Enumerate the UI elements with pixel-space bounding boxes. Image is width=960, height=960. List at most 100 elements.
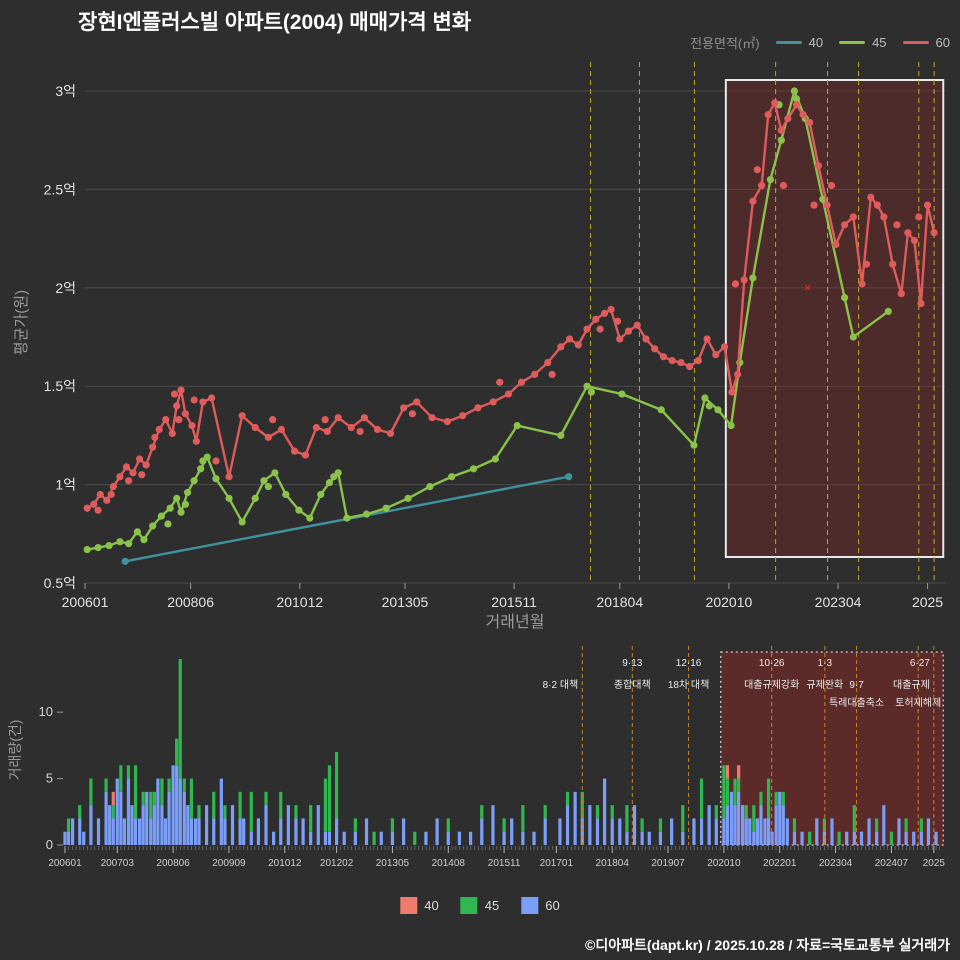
data-point-60 <box>107 490 115 499</box>
volume-x-tick-label: 201511 <box>488 858 521 869</box>
volume-x-tick-label: 201305 <box>376 858 410 869</box>
data-point-60 <box>827 181 836 190</box>
data-point-60 <box>301 451 310 459</box>
x-tick-label: 200806 <box>167 594 214 610</box>
volume-bar <box>286 805 290 845</box>
volume-bar <box>707 805 711 845</box>
data-point-60 <box>712 351 720 359</box>
volume-bar <box>595 818 600 845</box>
data-point-45 <box>714 406 722 414</box>
volume-bar <box>119 791 123 845</box>
data-point-60 <box>858 280 866 288</box>
main-price-chart: 0.5억 1억 1.5억 2억 2.5억 3억 200601 200806 201012 2013… <box>13 62 945 631</box>
volume-bar <box>558 818 562 845</box>
data-point-60 <box>321 416 329 424</box>
data-point-60 <box>129 469 137 477</box>
volume-bar <box>182 791 186 845</box>
data-point-45 <box>583 382 591 390</box>
attribution-footer: ©디아파트(dapt.kr) / 2025.10.28 / 자료=국토교통부 실… <box>585 937 950 953</box>
data-point-45 <box>766 175 774 184</box>
data-point-60 <box>408 410 417 418</box>
volume-bar <box>830 818 834 845</box>
volume-bar <box>152 805 156 845</box>
data-point-45 <box>149 522 157 530</box>
data-point-60 <box>758 181 766 190</box>
volume-bar <box>249 791 253 832</box>
volume-bar <box>785 818 789 845</box>
volume-bar <box>837 831 841 845</box>
legend-item-60[interactable]: 60 <box>902 35 950 50</box>
data-point-60 <box>489 398 497 406</box>
data-point-60 <box>103 496 111 504</box>
policy-event-label: 특례대출축소 <box>829 697 884 709</box>
data-point-60 <box>109 482 117 491</box>
data-point-45 <box>238 518 246 526</box>
volume-bar <box>327 831 332 845</box>
volume-bar <box>219 778 223 845</box>
data-point-45 <box>166 504 174 512</box>
volume-x-tick-label: 200806 <box>156 858 190 869</box>
data-point-45 <box>325 479 334 487</box>
data-point-60 <box>832 240 840 249</box>
legend-item-40[interactable]: 40 <box>775 35 824 50</box>
data-point-60 <box>633 321 641 329</box>
volume-bar <box>491 805 495 845</box>
volume-bar <box>725 805 730 845</box>
volume-bar <box>111 805 115 819</box>
data-point-45 <box>792 95 801 103</box>
policy-event-label: 종합대책 <box>614 679 651 691</box>
data-point-60 <box>277 425 286 434</box>
data-point-60 <box>930 229 938 237</box>
data-point-60 <box>867 193 875 201</box>
data-point-60 <box>225 473 233 481</box>
volume-bar <box>379 831 383 845</box>
volume-bar <box>66 818 71 832</box>
data-point-45 <box>777 136 785 144</box>
data-point-60 <box>83 504 91 512</box>
data-point-60 <box>784 114 792 123</box>
y-tick-label: 3억 <box>55 83 76 99</box>
volume-bar <box>309 831 313 845</box>
volume-bar <box>353 831 357 845</box>
volume-x-tick-label: 201202 <box>320 858 354 869</box>
data-point-60 <box>251 423 259 432</box>
data-point-60 <box>823 201 831 209</box>
data-point-60 <box>199 398 207 406</box>
data-point-45 <box>362 510 371 518</box>
policy-event-label: 토허제해제 <box>895 696 941 709</box>
data-point-60 <box>565 335 574 343</box>
volume-bar <box>212 818 216 845</box>
data-point-60 <box>192 437 200 445</box>
volume-bar <box>446 831 450 845</box>
volume-x-tick-label: 202201 <box>763 858 797 869</box>
data-point-60 <box>531 370 539 378</box>
data-point-60 <box>190 396 198 404</box>
volume-x-tick-label: 2025 <box>923 858 946 869</box>
data-point-60 <box>720 343 729 351</box>
volume-bar <box>163 818 168 845</box>
volume-bar <box>882 805 886 845</box>
volume-bar <box>681 805 685 832</box>
volume-bar <box>543 818 547 845</box>
volume-bar <box>309 805 313 832</box>
volume-bar <box>89 805 93 845</box>
highlight-region-volume <box>720 651 944 846</box>
volume-bar <box>800 831 804 845</box>
volume-bar <box>737 778 741 792</box>
volume-bar <box>737 765 741 779</box>
volume-legend-item-60: 60 <box>521 897 560 914</box>
data-point-45 <box>705 402 713 410</box>
volume-bar <box>323 831 328 845</box>
volume-bar <box>752 831 756 845</box>
legend-item-40-label: 40 <box>808 35 824 50</box>
legend-item-45[interactable]: 45 <box>839 35 887 50</box>
volume-bar <box>133 818 138 845</box>
volume-bar <box>867 818 871 845</box>
data-point-60 <box>212 457 220 465</box>
data-point-60 <box>917 299 925 308</box>
data-point-60 <box>155 425 163 434</box>
volume-bar <box>457 831 462 845</box>
volume-bar <box>197 818 201 845</box>
volume-bar <box>603 778 607 845</box>
volume-bar <box>242 818 246 845</box>
